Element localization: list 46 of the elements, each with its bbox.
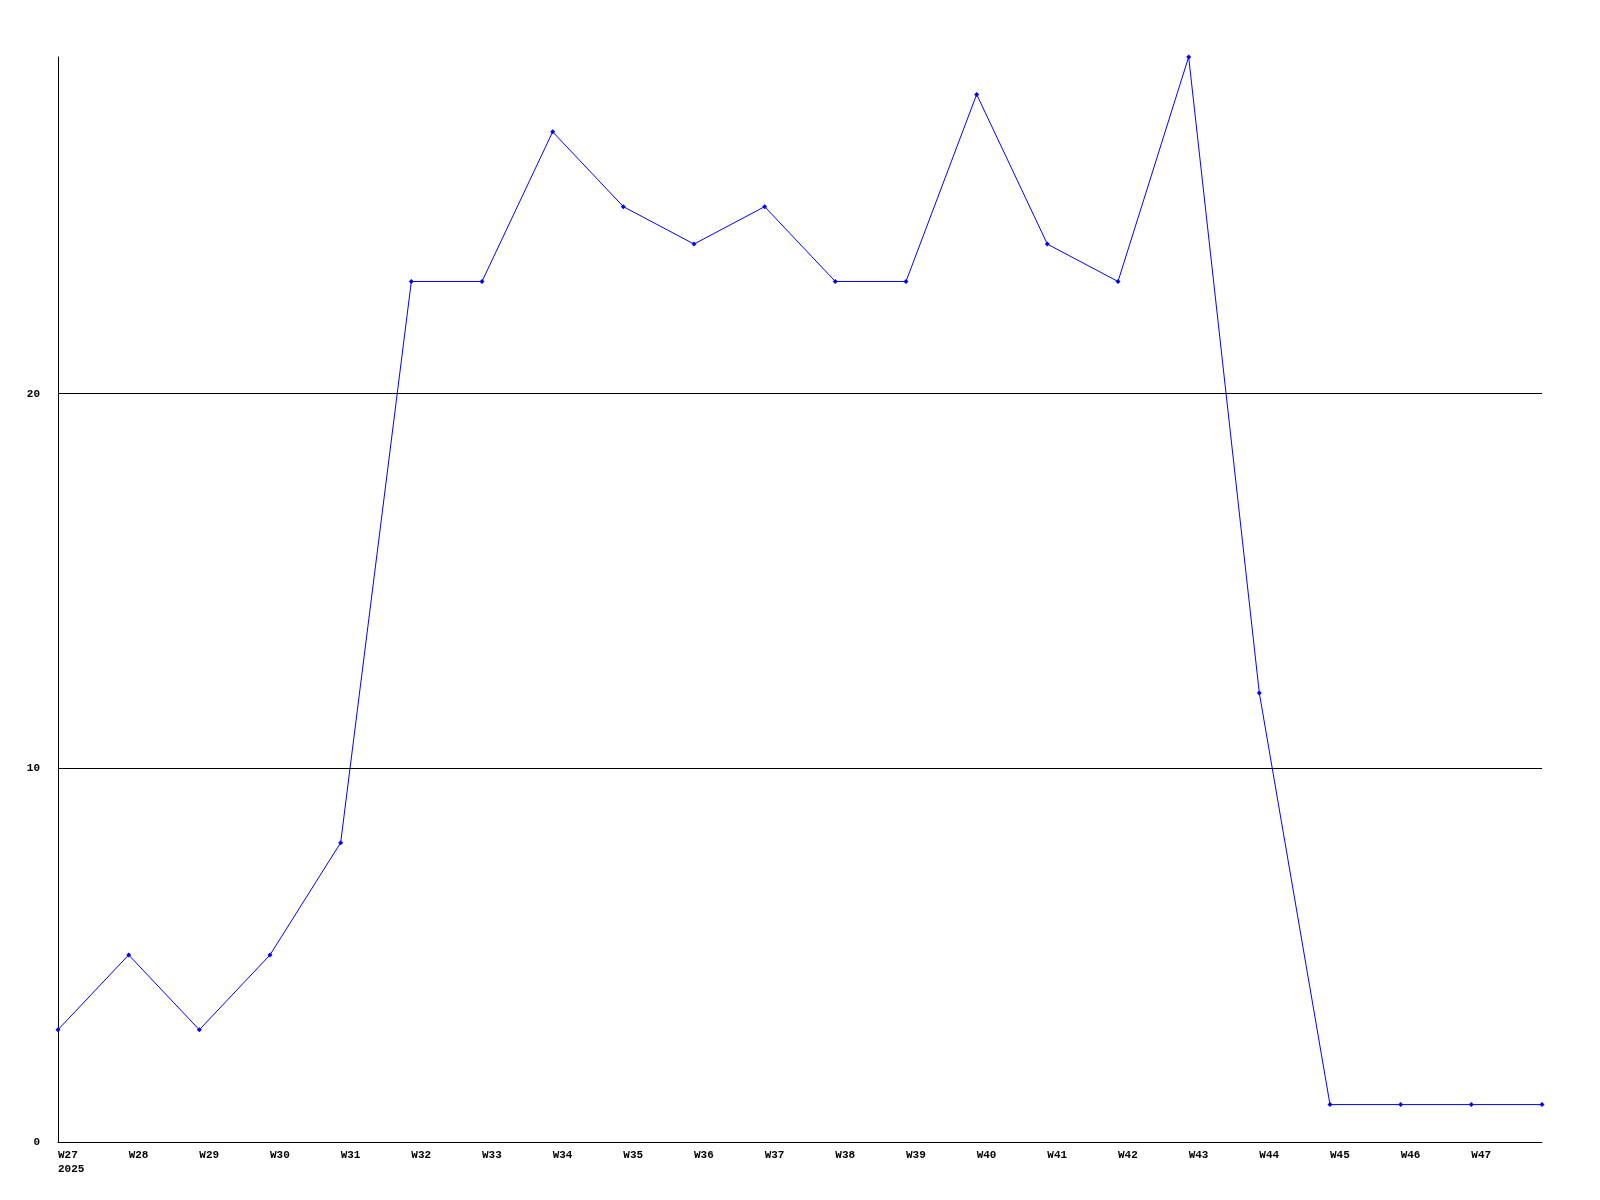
x-tick-label: W41 xyxy=(1047,1149,1068,1161)
point xyxy=(1044,241,1050,247)
point xyxy=(408,278,414,284)
point xyxy=(903,278,909,284)
x-tick-label: W30 xyxy=(270,1149,290,1161)
y-tick-label: 10 xyxy=(26,761,40,774)
y-tick-label: 20 xyxy=(26,387,40,400)
point xyxy=(620,204,626,210)
point xyxy=(479,278,485,284)
point xyxy=(974,91,980,97)
point xyxy=(126,952,132,958)
x-tick-label: W37 xyxy=(764,1149,785,1161)
x-tick-label: W45 xyxy=(1330,1149,1351,1161)
x-tick-label: W27 2025 xyxy=(58,1149,85,1175)
x-tick-label: W46 xyxy=(1400,1149,1421,1161)
x-tick-label: W44 xyxy=(1259,1149,1280,1161)
point xyxy=(550,129,556,135)
point xyxy=(762,204,768,210)
point xyxy=(196,1027,202,1033)
x-tick-label: W38 xyxy=(835,1149,856,1161)
point xyxy=(55,1027,61,1033)
x-tick-label: W28 xyxy=(128,1149,149,1161)
x-tick-label: W34 xyxy=(552,1149,573,1161)
x-tick-label: W32 xyxy=(411,1149,432,1161)
point xyxy=(1398,1102,1404,1108)
x-tick-label: W47 xyxy=(1471,1149,1492,1161)
point xyxy=(1115,278,1121,284)
x-tick-label: W33 xyxy=(482,1149,503,1161)
x-tick-label: W36 xyxy=(694,1149,714,1161)
y-tick-label: 0 xyxy=(33,1136,40,1148)
point xyxy=(1468,1102,1474,1108)
x-tick-label: W42 xyxy=(1118,1149,1138,1161)
point xyxy=(691,241,697,247)
point xyxy=(1539,1102,1545,1108)
x-tick-label: W40 xyxy=(976,1149,997,1161)
x-tick-label: W31 xyxy=(340,1149,361,1161)
point xyxy=(832,278,838,284)
x-tick-label: W43 xyxy=(1188,1149,1209,1161)
point xyxy=(1256,690,1262,696)
x-tick-label: W35 xyxy=(623,1149,644,1161)
point xyxy=(1327,1102,1333,1108)
x-tick-label: W39 xyxy=(906,1149,926,1161)
point xyxy=(1186,54,1192,60)
x-tick-label: W29 xyxy=(199,1149,220,1161)
point xyxy=(338,840,344,846)
point xyxy=(267,952,273,958)
